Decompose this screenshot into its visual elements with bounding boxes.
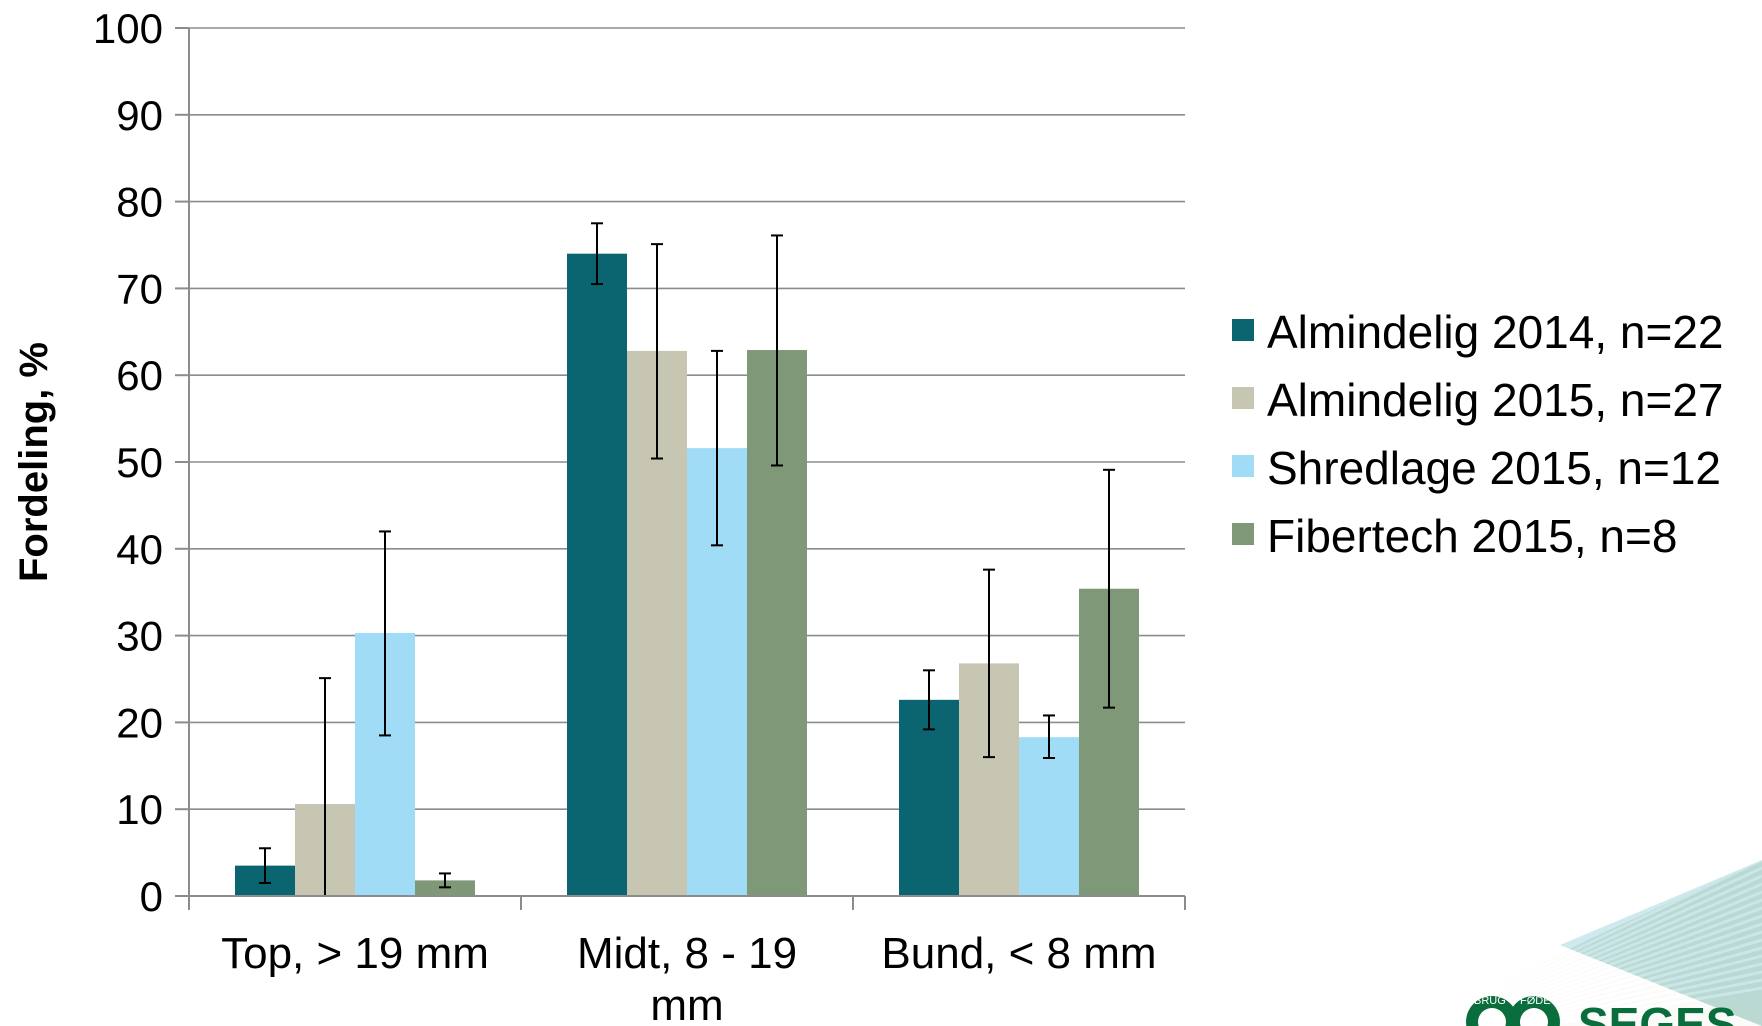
error-bar-series-1-cat-2: [983, 568, 995, 759]
legend-swatch: [1232, 387, 1254, 409]
legend-label: Shredlage 2015, n=12: [1267, 442, 1721, 494]
bar-series-2-cat-2: [1019, 737, 1079, 896]
error-bar-series-2-cat-1: [711, 349, 723, 547]
error-bar-series-2-cat-2: [1043, 714, 1055, 759]
legend: Almindelig 2014, n=22 Almindelig 2015, n=…: [1232, 306, 1724, 562]
legend-item: Fibertech 2015, n=8: [1232, 510, 1677, 562]
legend-item: Almindelig 2014, n=22: [1232, 306, 1724, 358]
legend-item: Almindelig 2015, n=27: [1232, 374, 1724, 426]
bar-series-0-cat-2: [899, 699, 959, 896]
error-bar-series-0-cat-1: [591, 222, 603, 286]
error-bar-series-0-cat-0: [259, 847, 271, 884]
y-tick-label: 20: [116, 699, 163, 746]
legend-swatch: [1232, 523, 1254, 545]
logo-ring-text-right: FØDEV: [1520, 995, 1559, 1007]
y-axis-label: Fordeling, %: [12, 342, 56, 582]
x-category-labels: Top, > 19 mm Midt, 8 - 19 mm Bund, < 8 mm: [221, 929, 1156, 1026]
error-bar-series-3-cat-2: [1103, 468, 1115, 709]
y-tick-label: 0: [140, 873, 163, 920]
y-tick-label: 40: [116, 526, 163, 573]
bars: [235, 253, 1139, 896]
error-bar-series-1-cat-1: [651, 243, 663, 460]
y-tick-label: 100: [93, 5, 163, 52]
legend-swatch: [1232, 455, 1254, 477]
logo-ring-text-left: BRUG: [1474, 995, 1506, 1007]
y-tick-label: 30: [116, 613, 163, 660]
legend-label: Almindelig 2015, n=27: [1267, 374, 1724, 426]
y-tick-label: 80: [116, 179, 163, 226]
y-tick-label: 50: [116, 439, 163, 486]
error-bar-series-0-cat-2: [923, 669, 935, 731]
y-tick-labels: 0 10 20 30 40 50 60 70 80 90 100: [93, 5, 163, 920]
legend-label: Almindelig 2014, n=22: [1267, 306, 1724, 358]
bar-series-0-cat-1: [567, 253, 627, 896]
logo-brand-text: SEGES: [1578, 998, 1737, 1026]
error-bars: [259, 222, 1115, 897]
y-tick-label: 90: [116, 92, 163, 139]
x-category-label: Bund, < 8 mm: [881, 929, 1156, 978]
logo-stripes: [1392, 818, 1762, 1026]
legend-label: Fibertech 2015, n=8: [1267, 510, 1677, 562]
logo-rings-icon: [1466, 996, 1560, 1026]
y-tick-label: 10: [116, 786, 163, 833]
seges-logo: BRUG FØDEV SEGES: [1392, 818, 1762, 1026]
legend-swatch: [1232, 319, 1254, 341]
legend-item: Shredlage 2015, n=12: [1232, 442, 1721, 494]
x-category-label: Midt, 8 - 19 mm: [577, 929, 797, 1026]
axes: [175, 27, 1186, 910]
error-bar-series-3-cat-0: [439, 872, 451, 889]
error-bar-series-3-cat-1: [771, 234, 783, 467]
y-tick-label: 60: [116, 352, 163, 399]
x-category-label: Top, > 19 mm: [221, 929, 489, 978]
error-bar-series-2-cat-0: [379, 530, 391, 737]
y-tick-label: 70: [116, 265, 163, 312]
